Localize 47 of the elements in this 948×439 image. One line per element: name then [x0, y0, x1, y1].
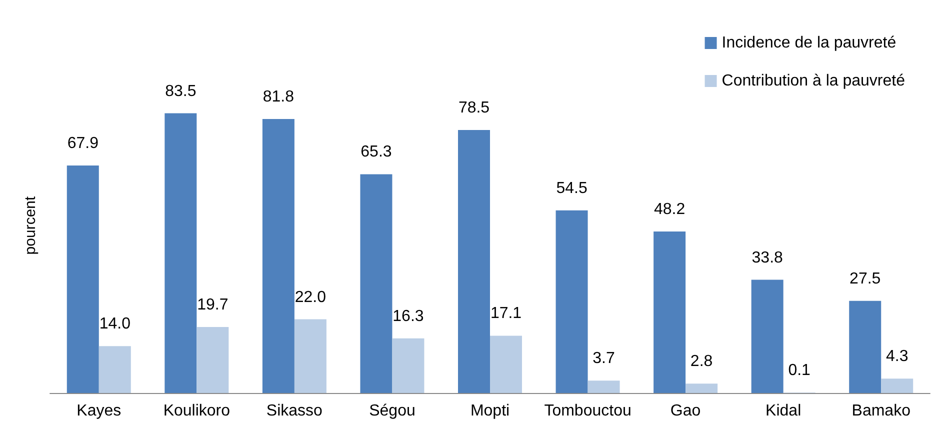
- bar: [654, 232, 686, 393]
- legend-label: Incidence de la pauvreté: [722, 34, 896, 52]
- data-label: 67.9: [67, 135, 99, 152]
- y-axis-title: pourcent: [22, 195, 39, 255]
- x-tick-label: Mopti: [470, 402, 510, 420]
- data-label: 27.5: [850, 270, 881, 288]
- bar: [490, 336, 522, 393]
- data-label: 16.3: [392, 308, 424, 325]
- data-label: 19.7: [197, 296, 228, 314]
- bar: [98, 346, 131, 393]
- bar: [849, 300, 882, 393]
- x-tick-label: Kayes: [76, 402, 122, 420]
- bar: [66, 166, 99, 393]
- legend-label: Contribution à la pauvreté: [722, 72, 906, 90]
- data-label: 83.5: [165, 82, 196, 100]
- bar: [360, 174, 392, 393]
- x-tick-label: Kidal: [766, 402, 802, 420]
- bar: [196, 327, 229, 393]
- data-label: 65.3: [360, 144, 392, 161]
- data-label: 3.7: [592, 350, 615, 368]
- x-tick-label: Tombouctou: [544, 402, 632, 420]
- x-tick-label: Gao: [670, 402, 701, 420]
- data-label: 2.8: [690, 353, 713, 370]
- bar: [588, 380, 620, 393]
- bar: [556, 210, 588, 393]
- bar: [294, 319, 326, 393]
- data-label: 78.5: [458, 100, 490, 117]
- x-tick-label: Bamako: [852, 402, 911, 420]
- bar: [262, 118, 294, 393]
- bar: [686, 384, 718, 393]
- bar: [458, 130, 490, 393]
- data-label: 17.1: [490, 305, 522, 322]
- bar: [881, 378, 914, 393]
- x-tick-label: Sikasso: [266, 402, 323, 420]
- data-label: 22.0: [294, 288, 326, 306]
- data-label: 48.2: [654, 201, 686, 218]
- x-tick-label: Ségou: [369, 402, 416, 420]
- bar: [751, 280, 784, 393]
- data-label: 14.0: [99, 316, 131, 333]
- bar: [164, 113, 197, 393]
- bar: [392, 338, 424, 393]
- data-label: 0.1: [788, 362, 811, 380]
- data-label: 54.5: [556, 180, 588, 197]
- x-tick-label: Koulikoro: [163, 402, 230, 420]
- data-label: 4.3: [886, 348, 908, 366]
- data-label: 33.8: [752, 249, 784, 266]
- data-label: 81.8: [262, 88, 294, 106]
